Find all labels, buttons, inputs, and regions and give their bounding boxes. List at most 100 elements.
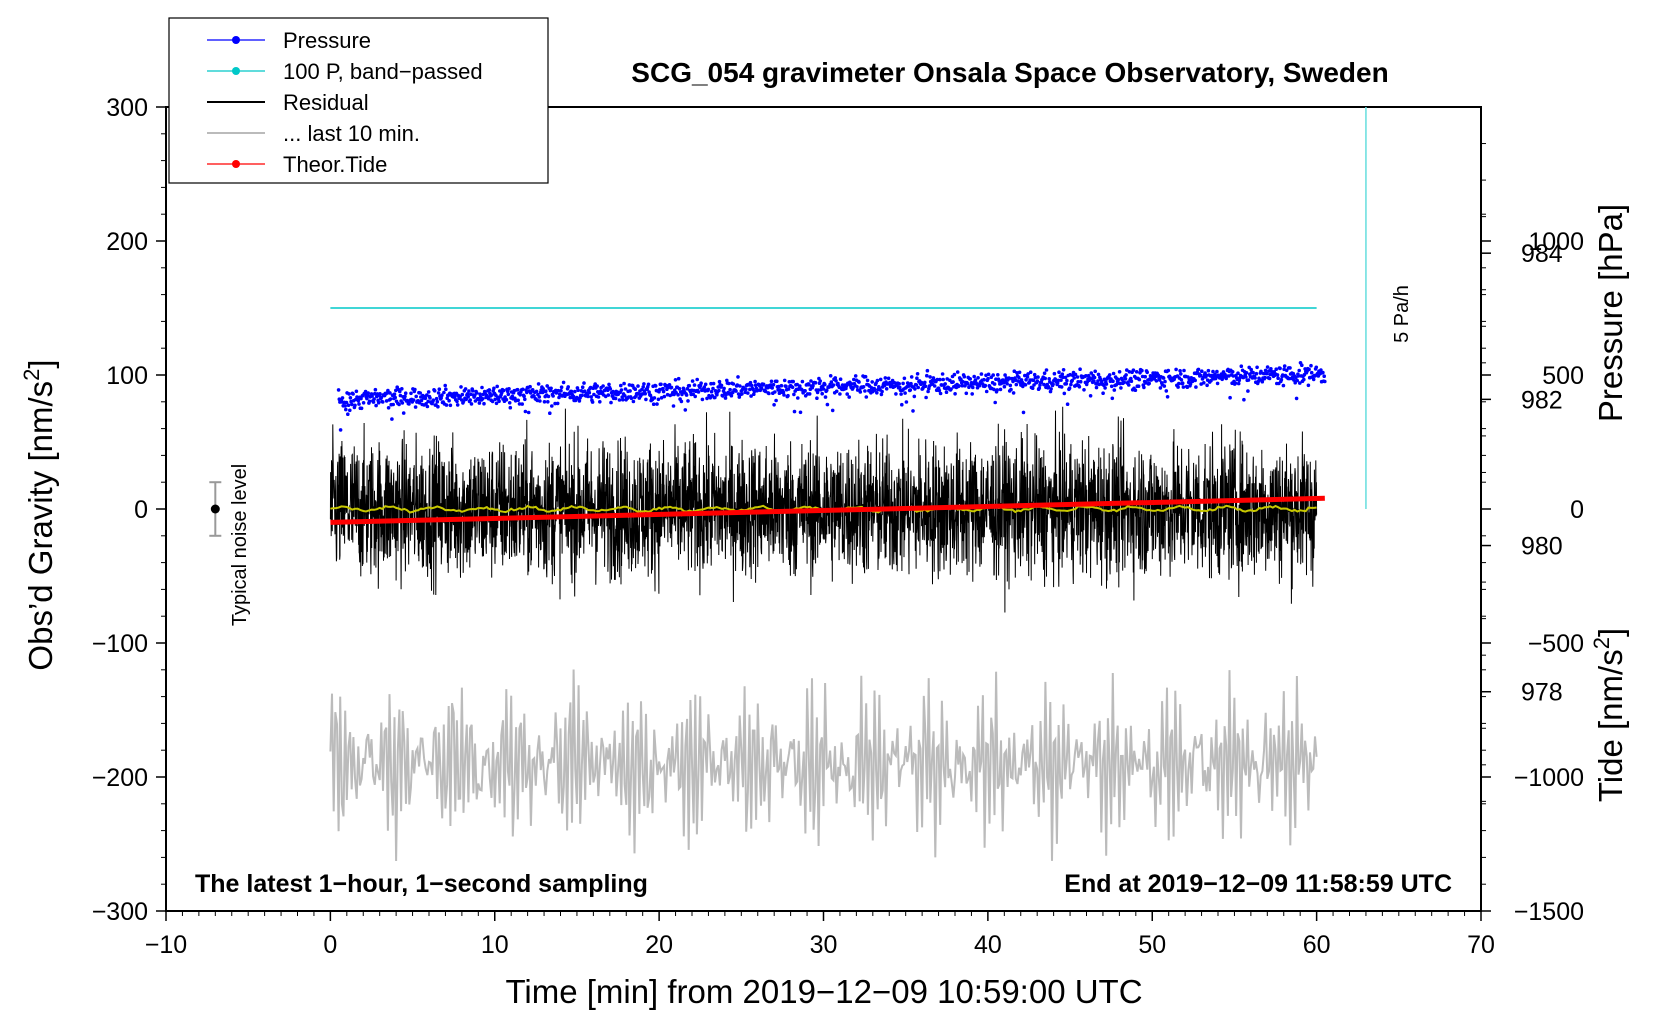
pressure-point: [907, 384, 911, 388]
pressure-point: [850, 382, 854, 386]
y-tick-label: 300: [106, 94, 148, 122]
pressure-point: [596, 395, 601, 399]
pressure-point: [723, 396, 728, 400]
pressure-point: [767, 391, 771, 396]
pressure-point: [912, 394, 917, 399]
pressure-point: [608, 387, 613, 391]
pressure-point: [643, 391, 647, 396]
pressure-point: [825, 388, 829, 393]
pressure-point: [1069, 382, 1073, 387]
pressure-point: [361, 401, 366, 405]
svg-text:Theor.Tide: Theor.Tide: [283, 152, 387, 177]
pressure-point: [706, 387, 711, 392]
y-tick-label: 0: [134, 496, 148, 524]
pressure-point: [413, 387, 417, 392]
pressure-point: [685, 387, 690, 391]
pressure-point: [400, 401, 405, 405]
pressure-point: [1180, 381, 1185, 386]
pressure-point: [894, 392, 898, 396]
pressure-point: [1246, 378, 1251, 382]
pressure-point: [1215, 381, 1220, 386]
pressure-point: [656, 397, 661, 402]
series-pressure: [336, 361, 1327, 432]
legend-entry-theor-tide: Theor.Tide: [207, 152, 387, 177]
pressure-point: [875, 391, 879, 395]
tide-axis-label: Tide [nm/s2]: [1589, 628, 1629, 802]
pressure-point: [356, 398, 361, 403]
pressure-point: [1162, 384, 1167, 388]
pressure-point: [432, 389, 437, 393]
pressure-point: [469, 392, 473, 397]
pressure-point: [897, 382, 901, 386]
pressure-point: [662, 394, 667, 399]
legend-box: [168, 17, 549, 184]
pressure-point: [736, 375, 740, 379]
pressure-point: [1249, 367, 1253, 372]
pressure-point: [680, 392, 684, 397]
pressure-point: [595, 384, 599, 388]
pressure-point: [781, 390, 786, 395]
pressure-point: [1065, 378, 1069, 383]
pressure-point: [418, 391, 423, 395]
pressure-point: [976, 376, 980, 380]
pressure-point: [365, 396, 369, 401]
pressure-point: [580, 385, 585, 390]
pressure-point: [923, 380, 927, 385]
pressure-point: [686, 399, 690, 403]
pressure-point: [522, 394, 526, 399]
pressure-point: [1186, 375, 1190, 379]
pressure-point: [1314, 365, 1319, 370]
pressure-point: [641, 385, 645, 389]
pressure-point: [1242, 397, 1246, 402]
pressure-point: [1295, 378, 1299, 383]
y-axis-left-label-sup: 2: [19, 369, 44, 381]
pressure-point: [577, 399, 582, 403]
pressure-point: [1161, 376, 1166, 380]
x-tick-label: −10: [145, 931, 187, 959]
pressure-point: [996, 373, 1000, 377]
pressure-point: [932, 384, 937, 388]
annotation-end-time: End at 2019−12−09 11:58:59 UTC: [1064, 870, 1452, 898]
pressure-point: [1129, 379, 1134, 384]
pressure-point: [772, 403, 776, 407]
pressure-point: [963, 384, 967, 388]
pressure-point: [431, 398, 436, 403]
pressure-point: [1051, 382, 1055, 387]
pressure-point: [523, 409, 528, 414]
pressure-point: [1059, 378, 1063, 383]
pressure-point: [556, 388, 561, 393]
x-tick-label: 30: [810, 931, 838, 959]
pressure-point: [938, 391, 943, 396]
pressure-point: [786, 393, 790, 398]
pressure-point: [695, 377, 699, 382]
pressure-point: [753, 379, 757, 384]
pressure-point: [347, 392, 351, 396]
pressure-point: [490, 393, 494, 397]
pressure-point: [821, 387, 826, 391]
pressure-point: [437, 387, 442, 392]
pressure-point: [1188, 381, 1193, 386]
pressure-point: [1323, 379, 1327, 384]
pressure-point: [448, 403, 453, 408]
pressure-point: [613, 396, 618, 401]
pressure-point: [619, 383, 623, 388]
pressure-point: [359, 396, 363, 401]
pressure-point: [1010, 376, 1015, 381]
pressure-point: [424, 402, 428, 406]
pressure-point: [753, 383, 758, 388]
x-tick-label: 60: [1303, 931, 1331, 959]
pressure-point: [703, 382, 708, 387]
pressure-point: [971, 385, 975, 390]
pressure-point: [1297, 368, 1301, 373]
pressure-point: [378, 392, 382, 396]
series-theoretical-tide: [330, 495, 1325, 525]
pressure-point: [1131, 368, 1136, 373]
pressure-point: [1239, 364, 1244, 369]
pressure-point: [1306, 383, 1311, 388]
pressure-point: [807, 382, 811, 387]
legend: Pressure 100 P, band−passed Residual ...…: [168, 17, 549, 184]
pressure-point: [673, 378, 678, 382]
pressure-point: [884, 387, 889, 391]
x-axis-label: Time [min] from 2019−12−09 10:59:00 UTC: [505, 973, 1142, 1010]
